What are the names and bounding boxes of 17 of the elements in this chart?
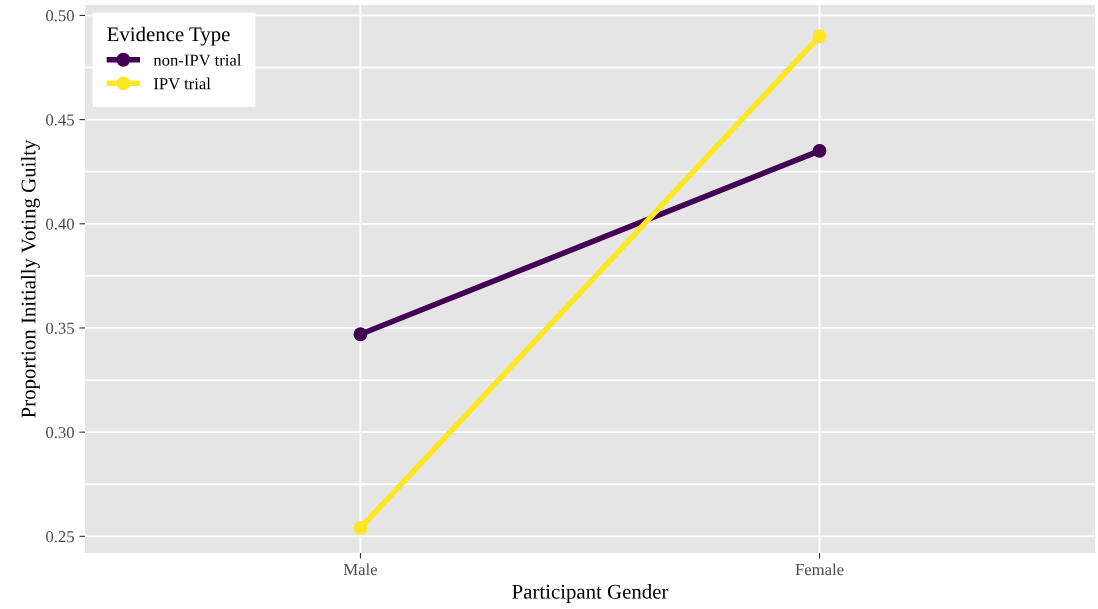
y-tick-label: 0.30 — [46, 426, 74, 439]
x-tick-label: Female — [795, 563, 844, 576]
y-axis-title: Proportion Initially Voting Guilty — [20, 139, 40, 418]
legend-label: IPV trial — [153, 77, 211, 90]
x-axis-title: Participant Gender — [512, 584, 669, 603]
y-tick-label: 0.35 — [46, 322, 74, 334]
x-tick-label: Male — [343, 563, 377, 576]
y-tick-label: 0.25 — [46, 531, 74, 543]
point — [353, 327, 368, 342]
legend-title: Evidence Type — [107, 26, 230, 46]
point — [812, 143, 827, 158]
point — [812, 29, 827, 44]
y-tick-label: 0.50 — [46, 10, 74, 22]
legend-label: non-IPV trial — [153, 54, 242, 66]
y-tick-label: 0.40 — [46, 218, 74, 230]
y-tick-label: 0.45 — [46, 114, 74, 126]
point — [353, 521, 368, 535]
